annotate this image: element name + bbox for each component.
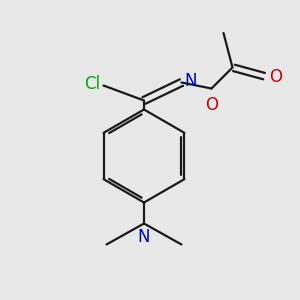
Text: N: N — [184, 72, 197, 90]
Text: O: O — [205, 96, 218, 114]
Text: Cl: Cl — [84, 75, 100, 93]
Text: N: N — [138, 228, 150, 246]
Text: O: O — [269, 68, 282, 85]
